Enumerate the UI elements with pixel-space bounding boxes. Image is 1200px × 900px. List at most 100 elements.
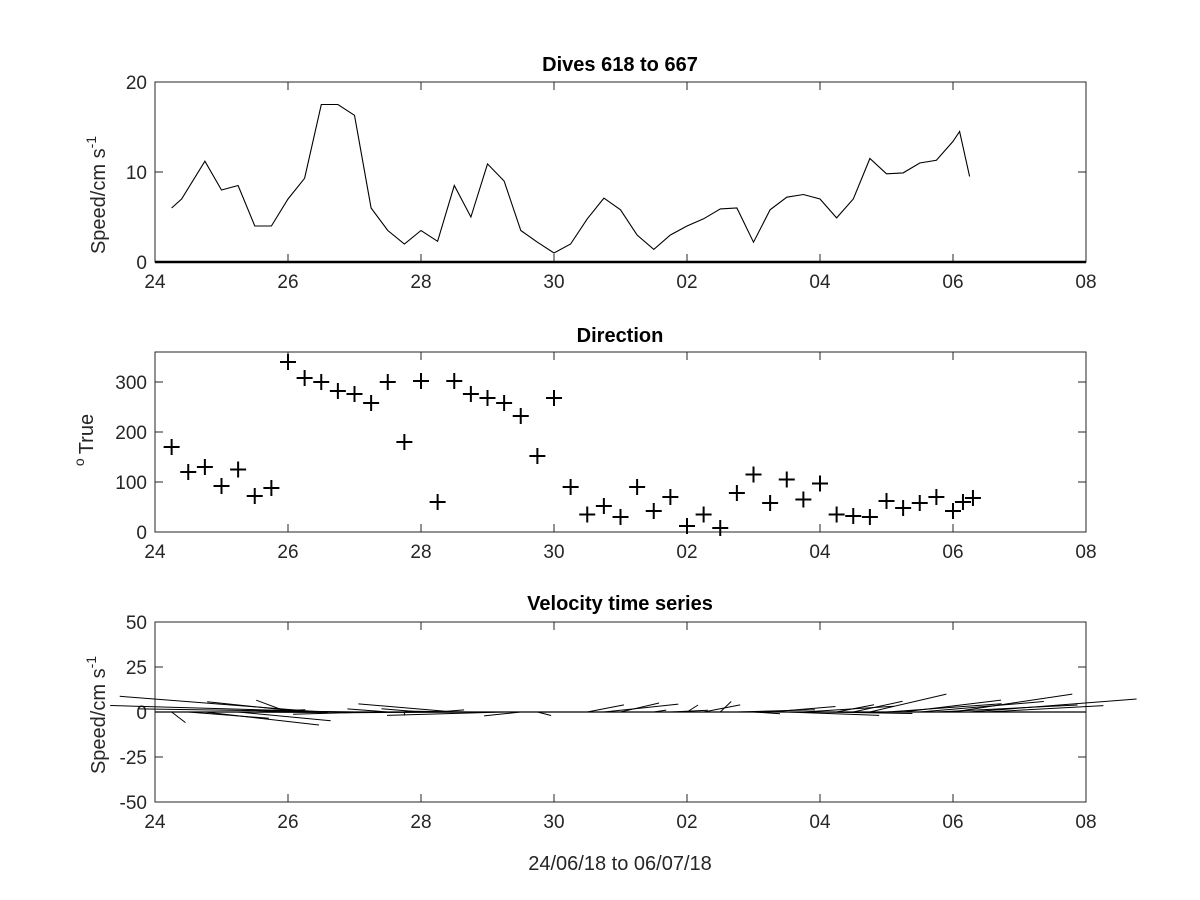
direction-point bbox=[313, 374, 330, 390]
velocity-stick bbox=[686, 704, 699, 713]
velocity-x-tick-label: 04 bbox=[809, 812, 831, 833]
velocity-x-tick-label: 02 bbox=[676, 812, 697, 833]
velocity-stick bbox=[869, 693, 947, 713]
direction-x-tick-label: 24 bbox=[144, 542, 166, 563]
velocity-stick bbox=[986, 705, 1104, 713]
direction-point bbox=[429, 494, 446, 510]
direction-point bbox=[828, 506, 845, 523]
direction-point bbox=[945, 503, 961, 519]
velocity-stick bbox=[903, 699, 1002, 713]
direction-axes-frame bbox=[154, 351, 1087, 533]
velocity-stick bbox=[603, 703, 679, 713]
direction-x-tick-label: 02 bbox=[676, 542, 697, 563]
direction-point bbox=[246, 488, 263, 504]
direction-point bbox=[612, 509, 629, 525]
velocity-chart-title: Velocity time series bbox=[527, 593, 713, 615]
velocity-stick bbox=[736, 709, 815, 713]
direction-y-axis-label: oTrue bbox=[71, 414, 98, 466]
direction-x-tick-label: 06 bbox=[942, 542, 963, 563]
direction-y-tick-label: 300 bbox=[115, 373, 147, 394]
speed-series-line bbox=[171, 103, 971, 254]
direction-point bbox=[230, 461, 247, 478]
direction-point bbox=[346, 386, 363, 402]
velocity-stick bbox=[819, 711, 913, 714]
velocity-stick bbox=[919, 701, 1044, 713]
velocity-stick bbox=[703, 704, 741, 713]
direction-point bbox=[795, 491, 812, 508]
direction-point bbox=[329, 383, 346, 399]
speed-x-tick-label: 28 bbox=[410, 272, 431, 293]
direction-point bbox=[662, 489, 679, 505]
direction-point bbox=[280, 354, 296, 370]
velocity-y-tick-label: -50 bbox=[120, 793, 147, 814]
velocity-stick bbox=[770, 706, 836, 713]
speed-x-tick-label: 06 bbox=[942, 272, 963, 293]
direction-point bbox=[812, 475, 828, 492]
speed-y-tick-label: 10 bbox=[126, 163, 147, 184]
direction-point bbox=[595, 498, 612, 514]
velocity-y-tick-label: 25 bbox=[126, 658, 147, 679]
speed-x-tick-label: 04 bbox=[809, 272, 831, 293]
direction-point bbox=[629, 479, 646, 495]
velocity-x-tick-label: 30 bbox=[543, 812, 564, 833]
velocity-stick bbox=[204, 711, 320, 726]
velocity-stick bbox=[484, 711, 521, 717]
speed-axes-frame bbox=[154, 81, 1087, 263]
velocity-x-tick-label: 28 bbox=[410, 812, 431, 833]
direction-point bbox=[496, 395, 513, 411]
direction-point bbox=[446, 373, 463, 389]
direction-point bbox=[529, 448, 546, 464]
velocity-stick bbox=[119, 695, 322, 713]
velocity-y-axis-label: Speed/cm s-1 bbox=[83, 656, 110, 774]
velocity-stick bbox=[753, 711, 781, 715]
direction-point bbox=[861, 509, 878, 525]
velocity-stick bbox=[171, 711, 186, 723]
speed-x-tick-label: 24 bbox=[144, 272, 166, 293]
direction-x-tick-label: 04 bbox=[809, 542, 831, 563]
velocity-panel: Velocity time series Speed/cm s-1 24/06/… bbox=[83, 593, 1137, 875]
direction-x-tick-label: 08 bbox=[1075, 542, 1096, 563]
velocity-y-tick-label: 50 bbox=[126, 613, 147, 634]
direction-y-tick-label: 100 bbox=[115, 473, 147, 494]
velocity-x-tick-label: 06 bbox=[942, 812, 963, 833]
direction-point bbox=[379, 374, 396, 390]
velocity-stick bbox=[347, 708, 388, 713]
direction-point bbox=[196, 459, 213, 475]
velocity-x-tick-label: 08 bbox=[1075, 812, 1096, 833]
direction-chart-title: Direction bbox=[577, 325, 664, 347]
velocity-stick bbox=[537, 711, 552, 716]
speed-x-tick-label: 08 bbox=[1075, 272, 1096, 293]
direction-point bbox=[845, 508, 862, 524]
direction-point bbox=[413, 373, 429, 389]
velocity-y-tick-label: 0 bbox=[136, 703, 147, 724]
velocity-stick bbox=[587, 704, 624, 713]
velocity-stick bbox=[803, 705, 894, 713]
direction-point bbox=[512, 408, 529, 424]
speed-y-tick-label: 0 bbox=[136, 253, 147, 274]
velocity-stick bbox=[952, 693, 1073, 713]
direction-x-tick-label: 30 bbox=[543, 542, 564, 563]
direction-point bbox=[296, 370, 313, 386]
velocity-y-tick-label: -25 bbox=[120, 748, 147, 769]
speed-y-axis-label: Speed/cm s-1 bbox=[83, 136, 110, 254]
direction-point bbox=[479, 390, 496, 406]
direction-point bbox=[180, 464, 197, 480]
direction-point bbox=[462, 386, 479, 402]
velocity-x-tick-label: 24 bbox=[144, 812, 166, 833]
velocity-stick bbox=[653, 709, 667, 713]
velocity-stick bbox=[836, 704, 875, 713]
velocity-stick bbox=[358, 703, 455, 713]
velocity-stick bbox=[620, 702, 660, 713]
direction-point bbox=[964, 490, 981, 506]
direction-point bbox=[728, 485, 745, 501]
speed-x-tick-label: 02 bbox=[676, 272, 697, 293]
velocity-x-tick-label: 26 bbox=[277, 812, 298, 833]
direction-point bbox=[928, 489, 945, 505]
velocity-stick bbox=[138, 708, 355, 713]
direction-x-tick-label: 26 bbox=[277, 542, 298, 563]
direction-point bbox=[213, 478, 230, 494]
direction-point bbox=[645, 503, 662, 519]
velocity-stick bbox=[786, 711, 880, 716]
velocity-x-axis-label: 24/06/18 to 06/07/18 bbox=[528, 853, 712, 875]
speed-y-tick-label: 20 bbox=[126, 73, 147, 94]
